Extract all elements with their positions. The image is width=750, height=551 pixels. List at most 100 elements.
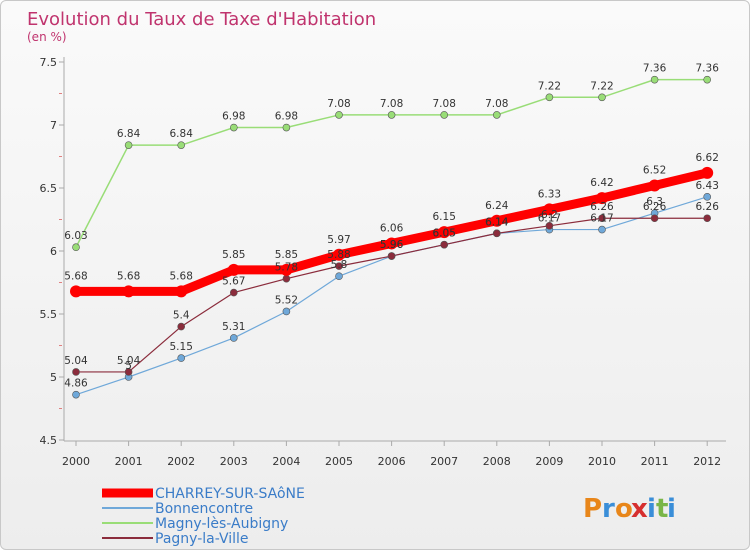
x-tick-label: 2000 — [62, 455, 90, 468]
data-label: 7.08 — [485, 98, 508, 110]
data-label: 6.84 — [170, 128, 194, 140]
data-point — [70, 285, 82, 298]
data-label: 6.26 — [643, 201, 667, 213]
data-point — [177, 141, 185, 149]
data-point — [598, 214, 606, 223]
data-point — [122, 285, 135, 298]
data-point — [177, 322, 185, 331]
data-label: 6.43 — [696, 180, 719, 192]
data-label: 6.98 — [275, 111, 298, 123]
data-label: 5.88 — [327, 249, 350, 261]
x-tick-label: 2003 — [220, 455, 248, 468]
data-point — [650, 214, 659, 223]
logo-letter: t — [656, 494, 668, 524]
data-label: 5.85 — [275, 249, 298, 261]
data-point — [335, 262, 343, 270]
data-point — [650, 75, 659, 84]
data-label: 6.3 — [646, 196, 663, 208]
x-tick-label: 2012 — [693, 455, 721, 468]
data-label: 6.17 — [590, 213, 613, 225]
data-point — [333, 248, 345, 261]
data-label: 5.78 — [275, 262, 298, 274]
data-label: 5.8 — [331, 259, 348, 271]
data-point — [335, 111, 343, 119]
data-point — [703, 75, 712, 84]
chart-title: Evolution du Taux de Taxe d'Habitation — [27, 9, 376, 30]
logo-letter: r — [602, 494, 615, 524]
x-tick-label: 2002 — [167, 455, 195, 468]
data-label: 7.08 — [380, 98, 403, 110]
data-point — [703, 193, 712, 201]
data-label: 6.14 — [485, 216, 509, 228]
data-point — [385, 237, 398, 250]
data-point — [280, 263, 293, 276]
data-label: 6.05 — [433, 228, 456, 240]
data-point — [282, 274, 291, 283]
data-label: 6.42 — [590, 177, 613, 189]
y-tick-label: 6.5 — [40, 182, 58, 195]
data-label: 7.22 — [538, 80, 561, 92]
y-tick-label: 7 — [50, 119, 57, 132]
data-label: 4.86 — [64, 378, 88, 390]
data-point — [124, 368, 133, 376]
x-tick-label: 2001 — [115, 455, 143, 468]
data-label: 5.68 — [64, 270, 87, 282]
data-point — [282, 123, 291, 132]
x-tick-label: 2010 — [588, 455, 616, 468]
data-point — [72, 390, 80, 399]
axes: 4.5 5 5.5 6 6.5 7 7.5 2000 2001 2002 2003 2004 2005 2… — [40, 56, 726, 468]
data-label: 7.22 — [590, 80, 613, 92]
data-label: 7.08 — [433, 98, 456, 110]
data-point — [177, 354, 185, 362]
data-label: 6.33 — [538, 188, 561, 200]
data-point — [543, 203, 556, 216]
data-point — [701, 166, 714, 179]
x-tick-label: 2009 — [535, 455, 563, 468]
data-point — [598, 93, 606, 102]
data-label: 5.97 — [327, 234, 350, 246]
y-tick-label: 5 — [50, 371, 57, 384]
data-point — [545, 222, 554, 230]
legend: CHARREY-SUR-SAôNEBonnencontreMagny-lès-A… — [102, 486, 305, 547]
x-tick-label: 2006 — [378, 455, 406, 468]
data-label: 6.05 — [433, 228, 456, 240]
data-label: 5.68 — [117, 270, 140, 282]
data-label: 5 — [125, 360, 132, 372]
x-tick-label: 2005 — [325, 455, 353, 468]
data-label: 6.84 — [117, 128, 141, 140]
data-label: 6.26 — [696, 201, 720, 213]
logo-letter: o — [615, 494, 633, 524]
data-label: 5.96 — [380, 239, 404, 251]
logo-letter: i — [647, 494, 656, 524]
data-point — [230, 334, 238, 342]
data-label: 6.98 — [222, 111, 245, 123]
data-point — [490, 214, 503, 227]
data-point — [387, 111, 396, 119]
data-point — [438, 226, 451, 239]
data-label: 6.06 — [380, 222, 404, 234]
data-label: 5.04 — [64, 355, 88, 367]
data-label: 5.96 — [380, 239, 404, 251]
x-tick-label: 2007 — [430, 455, 458, 468]
data-point — [230, 288, 238, 297]
data-point — [387, 252, 396, 260]
x-tick-label: 2008 — [483, 455, 511, 468]
data-label: 5.52 — [275, 294, 298, 306]
logo-letter: P — [583, 494, 602, 524]
data-point — [335, 272, 343, 281]
data-point — [598, 225, 606, 234]
data-label: 6.15 — [433, 211, 456, 223]
data-point — [440, 111, 449, 119]
data-label: 5.15 — [170, 341, 193, 353]
series-lines — [70, 75, 714, 399]
data-label: 5.67 — [222, 276, 245, 288]
data-point — [227, 263, 240, 276]
data-label: 5.85 — [222, 249, 245, 261]
data-point — [596, 192, 608, 205]
legend-label: Magny-lès-Aubigny — [155, 516, 288, 532]
data-point — [545, 93, 554, 102]
data-point — [492, 229, 501, 238]
